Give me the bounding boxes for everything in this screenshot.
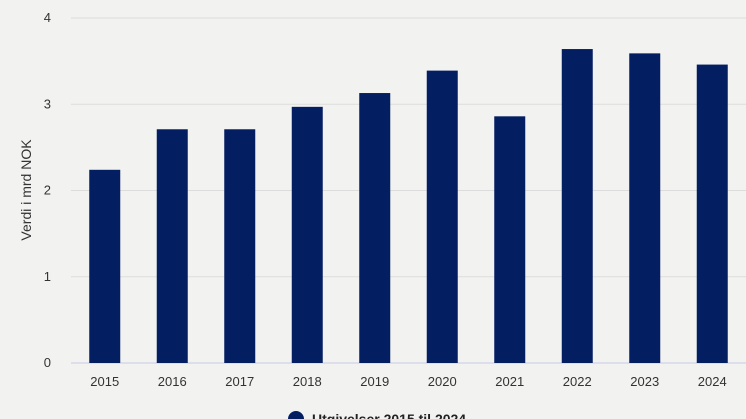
x-tick-label: 2016: [158, 374, 187, 389]
y-tick-label: 1: [44, 269, 51, 284]
y-tick-label: 2: [44, 183, 51, 198]
bar-2019[interactable]: [359, 93, 391, 363]
bar-2020[interactable]: [426, 70, 458, 364]
bar-2018[interactable]: [291, 106, 323, 364]
bar-2024[interactable]: [696, 64, 728, 363]
y-tick-label: 3: [44, 96, 51, 111]
bar-2016[interactable]: [156, 129, 188, 363]
x-tick-label: 2020: [428, 374, 457, 389]
x-tick-label: 2015: [90, 374, 119, 389]
bar-2015[interactable]: [89, 169, 121, 363]
legend-label: Utgivelser 2015 til 2024: [312, 411, 466, 419]
legend-marker: [288, 411, 304, 419]
bars: [89, 49, 728, 364]
bar-2022[interactable]: [561, 49, 593, 364]
y-axis-title: Verdi i mrd NOK: [18, 139, 34, 241]
bar-2021[interactable]: [494, 116, 526, 363]
x-tick-label: 2017: [225, 374, 254, 389]
y-axis-ticks: 0 1 2 3 4: [44, 10, 51, 370]
bar-2023[interactable]: [629, 53, 661, 364]
y-tick-label: 4: [44, 10, 51, 25]
y-tick-label: 0: [44, 355, 51, 370]
bar-2017[interactable]: [224, 129, 256, 363]
x-tick-label: 2022: [563, 374, 592, 389]
x-tick-label: 2024: [698, 374, 727, 389]
x-tick-label: 2021: [495, 374, 524, 389]
x-tick-label: 2019: [360, 374, 389, 389]
x-axis-ticks: 2015 2016 2017 2018 2019 2020 2021 2022 2023 2024: [90, 374, 726, 389]
x-tick-label: 2023: [630, 374, 659, 389]
legend[interactable]: Utgivelser 2015 til 2024: [288, 411, 466, 419]
x-tick-label: 2018: [293, 374, 322, 389]
